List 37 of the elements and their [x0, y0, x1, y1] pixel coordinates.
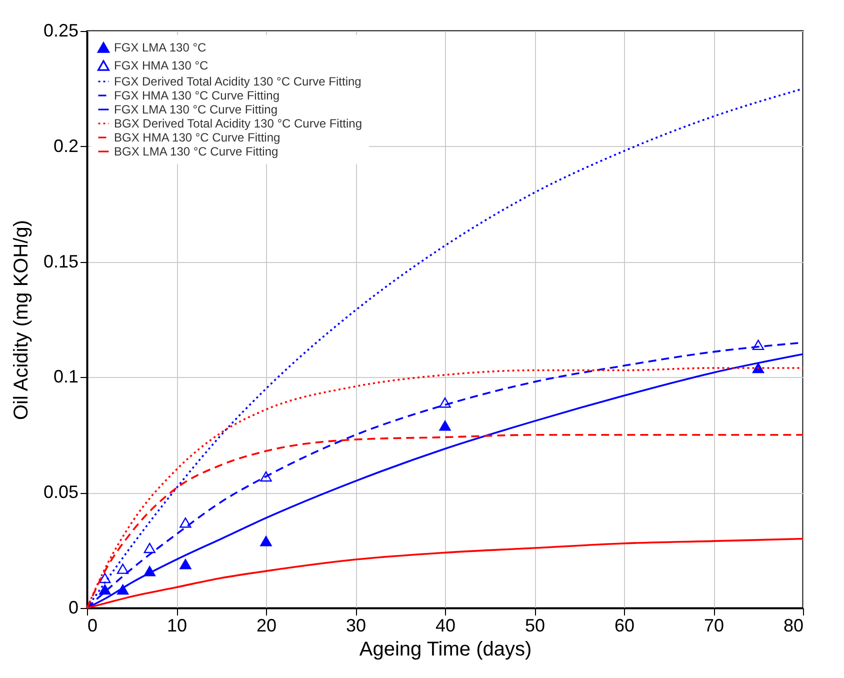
- legend-label: BGX HMA 130 °C Curve Fitting: [114, 130, 280, 144]
- y-axis-title: Oil Acidity (mg KOH/g): [10, 220, 32, 420]
- y-tick-label: 0.25: [43, 20, 78, 40]
- point: [180, 517, 192, 528]
- x-tick-label: 10: [166, 616, 188, 636]
- x-tick-label: 70: [704, 616, 724, 636]
- x-axis-title: Ageing Time (days): [359, 638, 532, 660]
- y-tick-label: 0.15: [43, 251, 78, 272]
- x-tick-label: 40: [435, 616, 456, 636]
- legend-label: FGX Derived Total Acidity 130 °C Curve Fitting: [114, 74, 362, 88]
- point: [439, 397, 451, 408]
- legend-label: FGX LMA 130 °C: [114, 40, 206, 54]
- point: [260, 471, 272, 482]
- point: [116, 564, 129, 574]
- y-tick-label: 0.1: [53, 366, 78, 387]
- x-tick-label: 0: [88, 616, 98, 636]
- point: [180, 559, 192, 570]
- x-tick-label: 30: [346, 616, 366, 636]
- x-tick-label: 20: [256, 616, 277, 636]
- legend-label: BGX Derived Total Acidity 130 °C Curve Fitting: [114, 116, 362, 130]
- point: [752, 362, 764, 374]
- y-tick-label: 0.05: [43, 482, 78, 502]
- legend-label: FGX HMA 130 °C Curve Fitting: [114, 88, 280, 102]
- x-tick-label: 50: [524, 616, 546, 636]
- point: [439, 420, 451, 431]
- point: [144, 542, 156, 554]
- legend-label: FGX HMA 130 °C: [114, 58, 208, 72]
- point: [260, 536, 272, 546]
- point: [99, 572, 111, 584]
- y-tick-label: 0: [68, 598, 78, 618]
- x-tick-label: 80: [783, 616, 804, 636]
- point: [99, 584, 111, 595]
- point: [752, 340, 764, 350]
- x-tick-label: 60: [614, 616, 635, 636]
- y-tick-label: 0.2: [53, 136, 78, 156]
- legend-label: FGX LMA 130 °C Curve Fitting: [114, 102, 278, 116]
- legend-label: BGX LMA 130 °C Curve Fitting: [114, 144, 278, 158]
